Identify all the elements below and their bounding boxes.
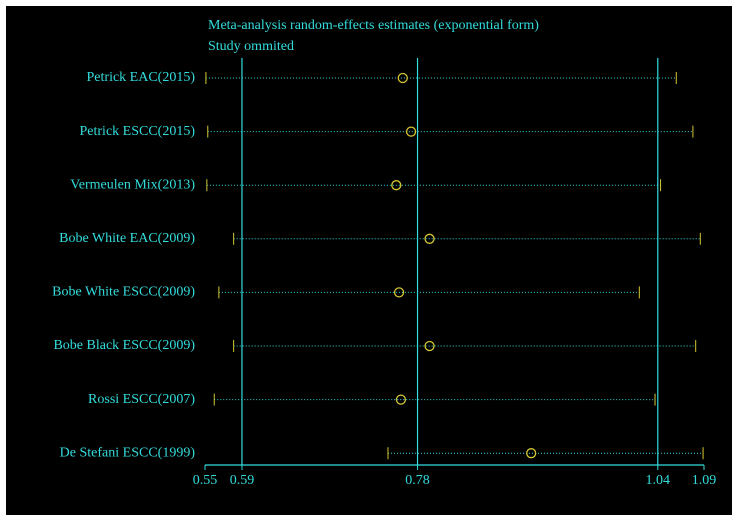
estimate-marker: [393, 287, 405, 298]
estimate-marker: [526, 448, 537, 459]
study-label: Petrick EAC(2015): [87, 70, 196, 85]
x-tick-label: 0.59: [230, 473, 255, 488]
study-label: Bobe Black ESCC(2009): [53, 338, 195, 353]
background: [6, 6, 732, 515]
x-tick-label: 1.04: [646, 473, 671, 488]
x-tick-label: 1.09: [692, 473, 717, 488]
estimate-marker: [405, 126, 417, 137]
study-label: Vermeulen Mix(2013): [70, 177, 195, 192]
study-label: Bobe White EAC(2009): [59, 231, 195, 246]
study-label: De Stefani ESCC(1999): [60, 445, 196, 460]
estimate-marker: [424, 233, 435, 244]
x-tick-label: 0.55: [193, 473, 218, 488]
estimate-marker: [397, 72, 408, 84]
study-label: Petrick ESCC(2015): [80, 124, 196, 139]
estimate-marker: [424, 340, 435, 352]
study-label: Bobe White ESCC(2009): [52, 285, 195, 300]
chart-subtitle: Study ommited: [208, 39, 294, 54]
x-tick-label: 0.78: [405, 473, 430, 488]
estimate-marker: [395, 394, 407, 405]
chart-title: Meta-analysis random-effects estimates (…: [208, 18, 539, 33]
study-label: Rossi ESCC(2007): [88, 392, 195, 407]
estimate-marker: [391, 180, 402, 191]
